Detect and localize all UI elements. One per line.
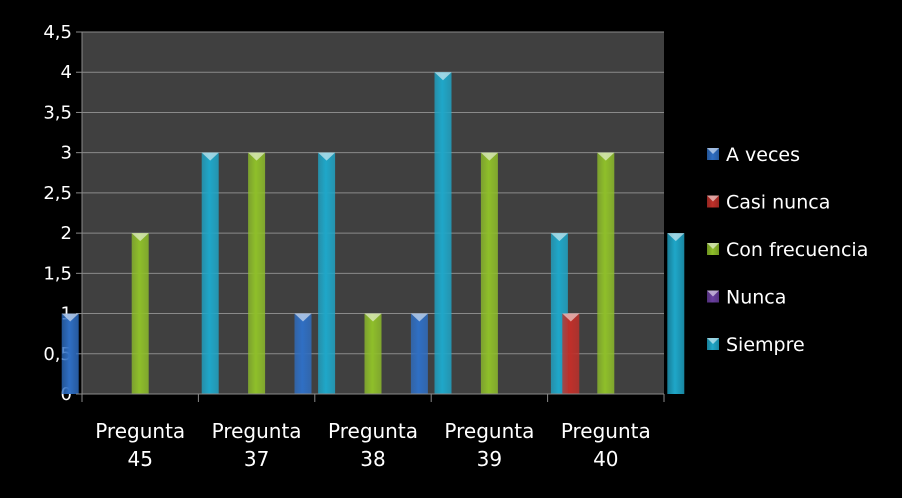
legend-label: Nunca [726,287,786,309]
y-tick-label: 3 [61,143,72,164]
bar [434,72,452,394]
bar [61,313,79,394]
bar [201,152,219,394]
legend-item: Casi nunca [707,192,830,214]
y-tick-label: 2,5 [43,183,72,204]
bars [61,72,685,394]
legend-label: A veces [726,144,800,166]
x-tick-label: Pregunta 40 [561,419,651,471]
legend-item: A veces [707,144,800,166]
y-tick-label: 1,5 [43,263,72,284]
y-tick-label: 4,5 [43,22,72,43]
legend: A veces Casi nunca Con frecuencia Nunca Siem… [707,144,868,356]
bar [294,313,312,394]
legend-label: Casi nunca [726,192,830,214]
bar [131,233,149,394]
bar [248,152,266,394]
legend-label: Con frecuencia [726,239,868,261]
bar [480,152,498,394]
y-tick-label: 2 [61,223,72,244]
x-tick-label: Pregunta 45 [95,419,185,471]
x-axis: Pregunta 45 Pregunta 37 Pregunta 38 Pregunta 39… [76,393,665,471]
bar [597,152,615,394]
y-tick-label: 3,5 [43,102,72,123]
legend-label: Siempre [726,334,805,356]
bar [562,313,580,394]
legend-item: Siempre [707,334,805,356]
bar [364,313,382,394]
y-tick-label: 0 [61,384,72,405]
legend-item: Con frecuencia [707,239,868,261]
legend-item: Nunca [707,287,786,309]
bar [318,152,336,394]
x-tick-label: Pregunta 39 [444,419,534,471]
x-tick-label: Pregunta 38 [328,419,418,471]
bar [410,313,428,394]
x-tick-label: Pregunta 37 [212,419,302,471]
bar [667,233,685,394]
y-tick-label: 4 [61,62,72,83]
